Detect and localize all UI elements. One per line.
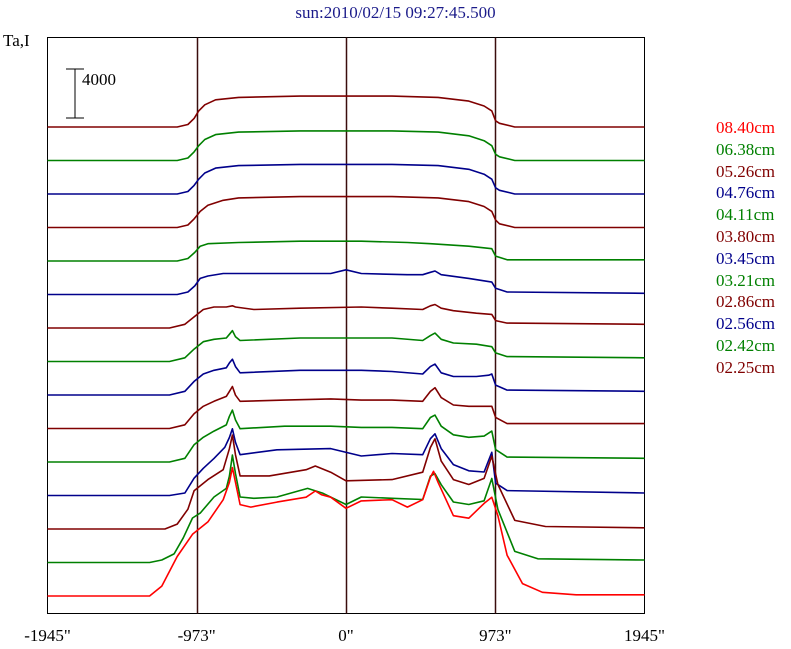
x-tick-label: 0" [338, 626, 353, 645]
series-line-03-80cm [47, 385, 645, 430]
legend-item: 03.21cm [716, 270, 776, 290]
legend-item: 06.38cm [716, 139, 776, 159]
series-line-02-42cm [47, 240, 645, 262]
series-line-02-25cm [47, 195, 645, 229]
series-line-05-26cm [47, 434, 645, 530]
legend: 08.40cm 06.38cm 05.26cm 04.76cm 04.11cm 03.80… [716, 117, 791, 379]
legend-item: 05.26cm [716, 161, 776, 181]
series-line-trace-12 [47, 163, 645, 195]
vertical-lines [196, 37, 497, 614]
series-line-02-56cm [47, 268, 645, 296]
series-group [47, 95, 645, 597]
y-axis-label: Ta,I [3, 31, 30, 50]
legend-item: 02.25cm [716, 357, 776, 377]
x-tick-label: -1945" [24, 626, 71, 645]
series-line-04-76cm [47, 427, 645, 497]
legend-item: 02.42cm [716, 335, 776, 355]
legend-item: 04.76cm [716, 183, 776, 203]
legend-item: 04.11cm [716, 205, 775, 225]
x-tick-label: 1945" [624, 626, 665, 645]
chart-title: sun:2010/02/15 09:27:45.500 [295, 3, 496, 22]
legend-item: 03.45cm [716, 248, 776, 268]
legend-item: 08.40cm [716, 118, 776, 137]
legend-item: 02.56cm [716, 314, 776, 334]
series-line-04-11cm [47, 409, 645, 463]
legend-item: 02.86cm [716, 292, 776, 312]
scale-bar-label: 4000 [82, 70, 116, 89]
x-axis-ticks: -1945" -973" 0" 973" 1945" [24, 626, 665, 645]
x-tick-label: 973" [479, 626, 511, 645]
scale-bar: 4000 [66, 68, 116, 119]
x-tick-label: -973" [178, 626, 216, 645]
series-line-08-40cm [47, 466, 645, 597]
series-line-trace-13 [47, 130, 645, 162]
series-line-03-21cm [47, 329, 645, 363]
series-line-03-45cm [47, 358, 645, 396]
series-line-02-86cm [47, 303, 645, 329]
series-line-trace-14 [47, 95, 645, 128]
legend-item: 03.80cm [716, 226, 776, 246]
